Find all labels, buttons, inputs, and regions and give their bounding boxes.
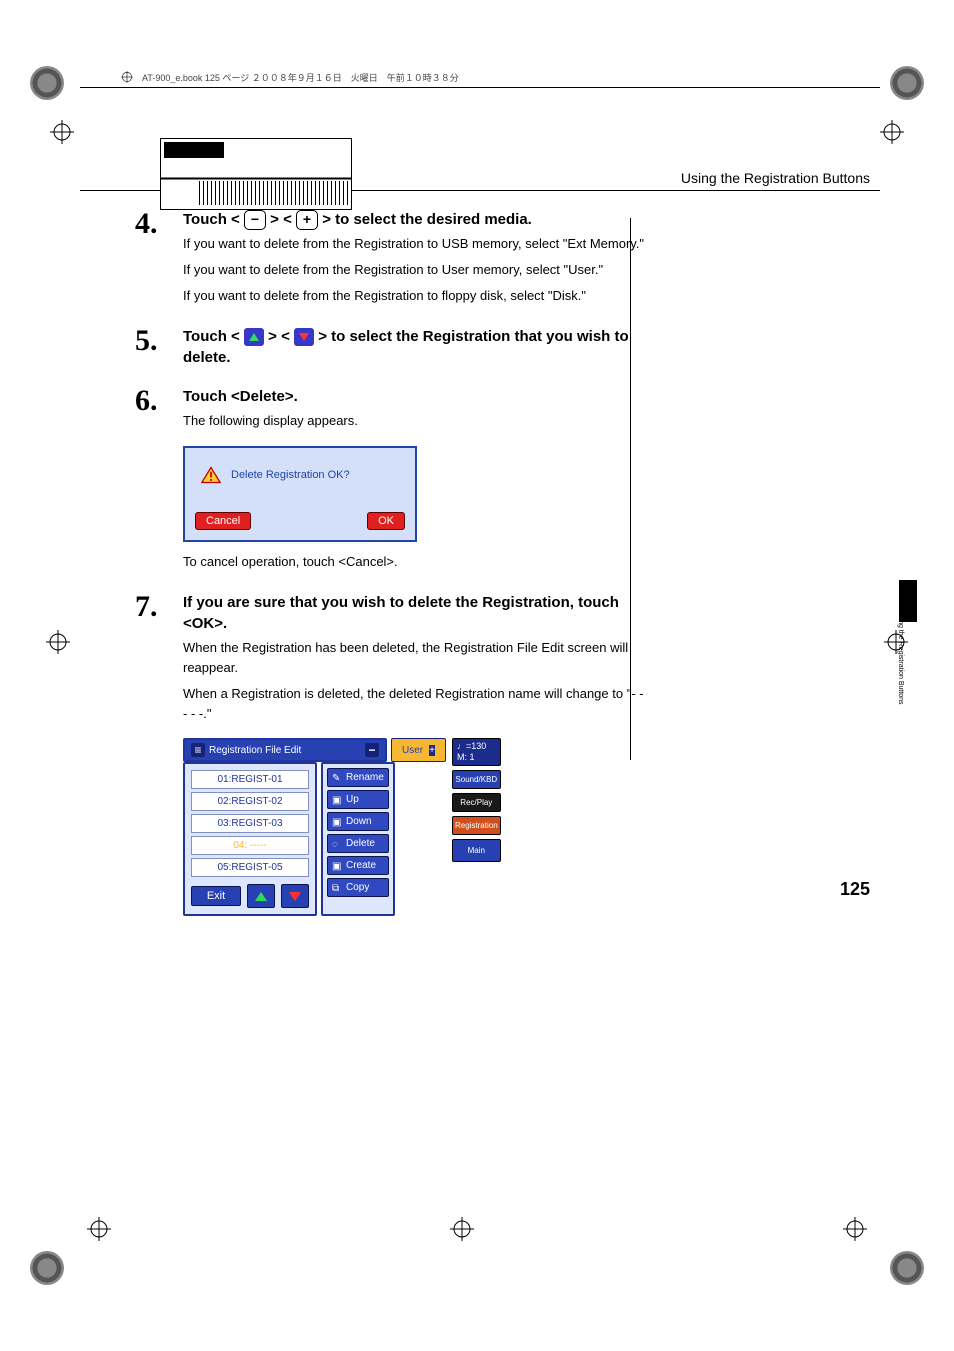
step-number: 7. — [135, 592, 183, 917]
registration-mark-icon — [450, 1217, 474, 1241]
up-triangle-icon — [244, 328, 264, 346]
up-button[interactable]: ▣Up — [327, 790, 389, 809]
step-text: To cancel operation, touch <Cancel>. — [183, 552, 645, 572]
registration-mark-icon — [50, 120, 74, 144]
warning-icon — [201, 466, 221, 484]
folder-down-icon: ▣ — [332, 817, 342, 827]
pencil-icon: ✎ — [332, 773, 342, 783]
step-text: If you want to delete from the Registrat… — [183, 286, 645, 306]
step-4: 4. Touch < − > < + > to select the desir… — [135, 209, 645, 312]
page-header: AT-900_e.book 125 ページ ２００８年９月１６日 火曜日 午前１… — [120, 70, 880, 84]
minus-button-icon: − — [244, 210, 266, 230]
copy-button[interactable]: ⧉Copy — [327, 878, 389, 897]
crop-dot-icon — [890, 66, 924, 100]
step-text: If you want to delete from the Registrat… — [183, 234, 645, 254]
step-text: The following display appears. — [183, 411, 645, 431]
step-title: Touch < − > < + > to select the desired … — [183, 209, 645, 230]
registration-mark-icon — [46, 630, 70, 654]
folder-up-icon: ▣ — [332, 795, 342, 805]
panel-title-bar: ≡ Registration File Edit − — [185, 740, 385, 760]
step-6: 6. Touch <Delete>. The following display… — [135, 386, 645, 577]
step-text: When a Registration is deleted, the dele… — [183, 684, 645, 724]
crop-dot-icon — [890, 1251, 924, 1285]
ok-button[interactable]: OK — [367, 512, 405, 530]
registration-mark-icon — [87, 1217, 111, 1241]
down-triangle-icon — [294, 328, 314, 346]
list-item[interactable]: 01:REGIST-01 — [191, 770, 309, 789]
tab-main[interactable]: Main — [452, 839, 501, 862]
side-label: Using the Registration Buttons — [897, 610, 904, 705]
confirm-dialog: Delete Registration OK? Cancel OK — [183, 446, 417, 542]
create-icon: ▣ — [332, 861, 342, 871]
crop-dot-icon — [30, 1251, 64, 1285]
step-title: If you are sure that you wish to delete … — [183, 592, 645, 634]
list-item[interactable]: 03:REGIST-03 — [191, 814, 309, 833]
registration-list: 01:REGIST-01 02:REGIST-02 03:REGIST-03 0… — [185, 764, 315, 884]
registration-mark-icon — [843, 1217, 867, 1241]
crop-dot-icon — [30, 66, 64, 100]
step-number: 6. — [135, 386, 183, 577]
plus-icon[interactable]: + — [429, 745, 435, 756]
registration-mark-icon — [884, 630, 908, 654]
file-edit-screen: ≡ Registration File Edit − User + — [183, 738, 461, 916]
media-selector[interactable]: User + — [391, 738, 446, 762]
exit-button[interactable]: Exit — [191, 886, 241, 906]
step-5: 5. Touch < > < > to select the Registrat… — [135, 326, 645, 372]
menu-icon: ≡ — [191, 743, 205, 757]
list-item[interactable]: 02:REGIST-02 — [191, 792, 309, 811]
step-title: Touch <Delete>. — [183, 386, 645, 407]
tab-registration[interactable]: Registration — [452, 816, 501, 835]
step-text: When the Registration has been deleted, … — [183, 638, 645, 678]
plus-button-icon: + — [296, 210, 318, 230]
scroll-up-button[interactable] — [247, 884, 275, 908]
panel-title: Registration File Edit — [209, 745, 301, 756]
create-button[interactable]: ▣Create — [327, 856, 389, 875]
tab-rec-play[interactable]: Rec/Play — [452, 793, 501, 812]
registration-mark-icon — [880, 120, 904, 144]
dialog-message: Delete Registration OK? — [231, 469, 350, 481]
scroll-down-button[interactable] — [281, 884, 309, 908]
minus-icon[interactable]: − — [365, 743, 379, 757]
page-number: 125 — [840, 879, 870, 900]
target-icon — [120, 70, 134, 84]
down-button[interactable]: ▣Down — [327, 812, 389, 831]
step-title: Touch < > < > to select the Registration… — [183, 326, 645, 368]
tab-sound-kbd[interactable]: Sound/KBD — [452, 770, 501, 789]
step-number: 5. — [135, 326, 183, 372]
media-label: User — [402, 745, 423, 756]
list-item[interactable]: 05:REGIST-05 — [191, 858, 309, 877]
copy-icon: ⧉ — [332, 883, 342, 893]
tempo-display: ♩=130 M: 1 — [452, 738, 501, 766]
step-number: 4. — [135, 209, 183, 312]
rename-button[interactable]: ✎Rename — [327, 768, 389, 787]
cancel-button[interactable]: Cancel — [195, 512, 251, 530]
header-text: AT-900_e.book 125 ページ ２００８年９月１６日 火曜日 午前１… — [142, 71, 459, 84]
keyboard-diagram — [160, 138, 352, 210]
step-text: If you want to delete from the Registrat… — [183, 260, 645, 280]
step-7: 7. If you are sure that you wish to dele… — [135, 592, 645, 917]
delete-icon: ◌ — [332, 839, 342, 849]
delete-button[interactable]: ◌Delete — [327, 834, 389, 853]
list-item-selected[interactable]: 04: ----- — [191, 836, 309, 855]
